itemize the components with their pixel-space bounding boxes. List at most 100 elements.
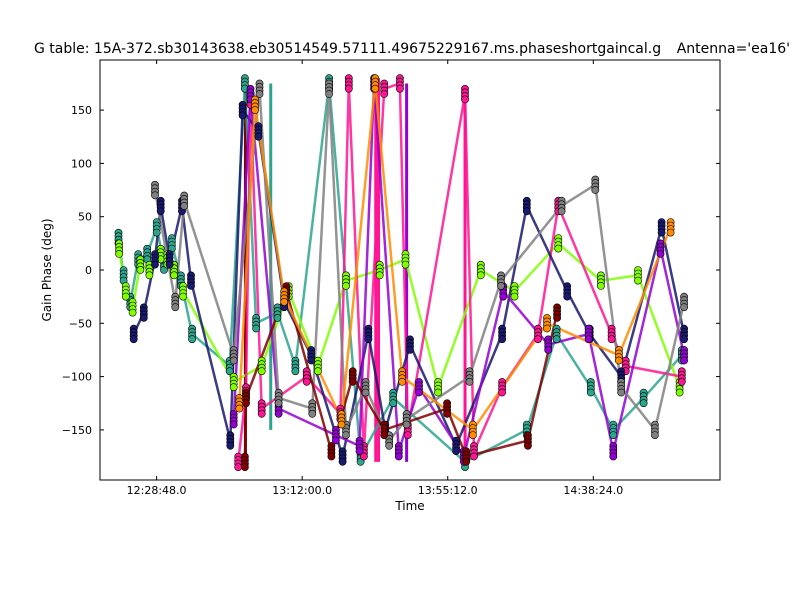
data-point-s1-p9-3: [229, 383, 238, 392]
data-point-s1-p18-3: [510, 292, 519, 301]
data-point-s1-p4-3: [145, 271, 154, 280]
data-point-s5-p6-3: [308, 409, 317, 418]
y-axis-label: Gain Phase (deg): [40, 218, 54, 321]
data-point-s5-p3-3: [229, 356, 238, 365]
data-point-s3-p22-3: [657, 228, 666, 237]
data-point-s4-p4-3: [355, 447, 364, 455]
data-point-s1-p17-3: [476, 271, 485, 280]
data-point-s5-p5-3: [274, 399, 283, 408]
data-point-s3-p1-3: [139, 313, 148, 322]
data-point-s7-p5-3: [398, 377, 406, 386]
data-point-s3-p23-3: [680, 335, 688, 344]
x-tick-label-3: 14:38:24.0: [563, 484, 623, 497]
data-point-s2-p11-3: [461, 95, 469, 104]
data-point-s2-p18-3: [677, 377, 686, 386]
data-point-s3-p13-3: [364, 335, 373, 344]
data-point-s2-p0-3: [234, 463, 243, 471]
data-point-s4-p14-3: [680, 356, 688, 365]
data-point-s3-p0-3: [129, 335, 138, 344]
data-point-s6-p3-3: [327, 452, 336, 461]
data-point-s3-p18-3: [522, 207, 531, 216]
series-line-6: [243, 287, 559, 462]
data-point-s2-p10-3: [403, 431, 412, 439]
data-point-s1-p15-3: [401, 260, 410, 269]
data-point-s7-p9-3: [666, 228, 675, 237]
data-point-s5-p2-3: [180, 202, 189, 210]
data-point-s0-p22-3: [609, 431, 618, 439]
data-point-s1-p8-3: [179, 292, 187, 301]
data-point-s4-p3-3: [331, 436, 340, 445]
data-point-s1-p13-3: [342, 281, 350, 290]
data-point-s1-p1-3: [121, 292, 130, 301]
data-point-s3-p3-3: [156, 207, 165, 216]
data-point-s3-p16-3: [452, 447, 460, 455]
data-point-s4-p13-3: [656, 249, 665, 258]
data-point-s1-p20-3: [597, 281, 605, 290]
data-point-s2-p6-3: [344, 84, 353, 93]
data-point-s5-p9-3: [361, 388, 370, 397]
data-point-s3-p4-3: [165, 260, 174, 269]
data-point-s7-p7-3: [543, 324, 551, 333]
data-point-s0-p17-3: [389, 399, 398, 408]
data-point-s3-p17-3: [498, 335, 506, 344]
data-point-s5-p14-3: [557, 207, 566, 216]
data-point-s6-p5-3: [380, 431, 389, 439]
data-point-s1-p10-3: [257, 367, 266, 376]
data-point-s3-p6-3: [187, 281, 195, 290]
data-point-s4-p2-3: [274, 409, 283, 418]
data-point-s7-p4-3: [371, 84, 380, 93]
data-point-s6-p4-3: [348, 377, 357, 386]
data-point-s4-p6-3: [394, 452, 403, 461]
data-point-s0-p10-3: [225, 367, 234, 376]
data-point-s6-p1-3: [242, 399, 250, 408]
y-axis: −150 −100 −50 0 50 100 150: [62, 104, 720, 437]
data-point-s1-p7-3: [170, 271, 178, 280]
chart-title: G table: 15A-372.sb30143638.eb30514549.5…: [34, 41, 661, 57]
data-point-s4-p12-3: [609, 452, 618, 461]
data-point-s0-p13-3: [273, 313, 282, 322]
data-point-s2-p7-3: [359, 452, 368, 461]
antenna-label: Antenna='ea16': [677, 41, 790, 57]
data-point-s1-p22-3: [675, 388, 684, 397]
data-point-s6-p9-3: [553, 313, 561, 322]
data-point-s5-p12-3: [465, 377, 474, 386]
data-point-s0-p14-3: [291, 367, 300, 376]
data-point-s5-p16-3: [617, 388, 626, 397]
data-point-s5-p7-3: [325, 90, 333, 98]
x-tick-label-1: 13:12:00.0: [272, 484, 332, 497]
data-point-s2-p3-3: [257, 409, 266, 418]
data-point-s1-p19-3: [554, 244, 563, 253]
data-point-s2-p12-3: [470, 452, 478, 461]
y-tick-label-6: 150: [71, 104, 92, 117]
data-point-s2-p8-3: [380, 90, 389, 98]
data-point-s5-p11-3: [402, 420, 411, 429]
y-tick-label-5: 100: [71, 157, 92, 170]
data-point-s7-p0-3: [235, 404, 244, 413]
data-point-s1-p14-3: [375, 271, 384, 280]
data-point-s7-p3-3: [337, 420, 346, 429]
data-point-s3-p12-3: [338, 457, 347, 466]
x-tick-label-0: 12:28:48.0: [127, 484, 187, 497]
data-point-s5-p13-3: [497, 281, 505, 290]
y-tick-label-2: −50: [69, 317, 92, 330]
data-point-s4-p7-3: [415, 388, 423, 397]
data-point-s5-p8-3: [342, 431, 350, 439]
data-point-s0-p5-3: [152, 228, 161, 237]
data-point-s3-p8-3: [238, 111, 247, 120]
data-point-s1-p12-3: [313, 367, 322, 376]
data-point-s7-p2-3: [280, 297, 289, 306]
y-tick-label-0: −150: [62, 424, 92, 437]
data-point-s5-p15-3: [591, 186, 600, 194]
data-point-s3-p2-3: [151, 260, 159, 269]
data-point-s0-p9-3: [188, 335, 196, 344]
data-point-s3-p11-3: [307, 356, 316, 365]
data-point-s1-p2-3: [128, 308, 137, 317]
data-point-s2-p14-3: [534, 335, 542, 344]
data-point-s5-p17-3: [651, 431, 659, 439]
y-tick-label-3: 0: [85, 264, 92, 277]
data-point-s2-p4-3: [302, 377, 311, 386]
data-point-s1-p3-3: [136, 265, 145, 274]
data-point-s5-p10-3: [385, 441, 394, 450]
y-tick-label-4: 50: [78, 211, 92, 224]
